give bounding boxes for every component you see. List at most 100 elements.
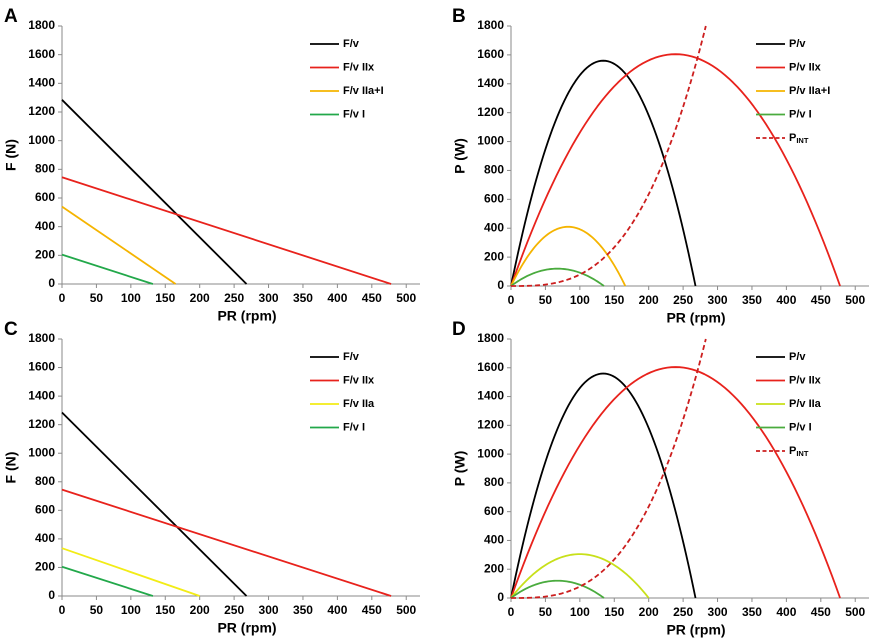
y-tick-label: 1000 — [28, 445, 55, 459]
x-tick-label: 0 — [508, 293, 515, 307]
legend-label: F/v I — [343, 108, 365, 120]
y-tick-label: 800 — [35, 474, 55, 488]
series-line — [511, 338, 707, 599]
legend-label: P/v — [789, 38, 806, 50]
panel-label: C — [4, 319, 18, 340]
x-tick-label: 500 — [845, 605, 865, 619]
y-tick-label: 1400 — [28, 388, 55, 402]
x-tick-label: 500 — [396, 291, 416, 305]
x-tick-label: 500 — [396, 603, 416, 617]
y-axis-title: P (W) — [452, 451, 468, 487]
series-line — [510, 225, 627, 287]
x-tick-label: 0 — [59, 603, 66, 617]
x-axis-title: PR (rpm) — [217, 620, 276, 636]
y-tick-label: 200 — [35, 248, 55, 262]
y-tick-label: 400 — [484, 220, 504, 234]
x-tick-label: 200 — [190, 603, 210, 617]
x-tick-label: 50 — [539, 293, 553, 307]
y-tick-label: 1800 — [28, 331, 55, 345]
legend-label: P/v IIx — [789, 374, 822, 386]
y-tick-label: 1600 — [477, 360, 504, 374]
x-tick-label: 350 — [293, 603, 313, 617]
series-line — [61, 547, 200, 597]
x-axis-title: PR (rpm) — [666, 622, 725, 638]
y-tick-label: 600 — [484, 192, 504, 206]
y-tick-label: 800 — [484, 475, 504, 489]
x-tick-label: 350 — [293, 291, 313, 305]
y-tick-label: 200 — [484, 561, 504, 575]
x-tick-label: 50 — [90, 291, 104, 305]
x-tick-label: 200 — [639, 605, 659, 619]
y-tick-label: 800 — [35, 162, 55, 176]
y-tick-label: 400 — [35, 531, 55, 545]
y-tick-label: 1400 — [477, 76, 504, 90]
chart-a: A 0 200 400 600 800 1000 1200 1400 1600 1800 0 50 100… — [3, 6, 420, 324]
y-tick-label: 1800 — [477, 331, 504, 345]
y-tick-label: 600 — [35, 190, 55, 204]
x-tick-label: 300 — [259, 291, 279, 305]
y-tick-label: 400 — [35, 219, 55, 233]
x-tick-label: 450 — [811, 293, 831, 307]
y-tick-label: 1000 — [28, 133, 55, 147]
x-tick-label: 100 — [121, 291, 141, 305]
series-line — [61, 253, 154, 285]
y-tick-label: 1200 — [28, 104, 55, 118]
x-tick-label: 150 — [604, 605, 624, 619]
legend-label: P/v I — [789, 108, 812, 120]
x-axis-title: PR (rpm) — [217, 308, 276, 324]
series-line — [61, 176, 392, 285]
series-line — [61, 411, 248, 597]
series-line — [510, 59, 697, 287]
series-line — [510, 267, 605, 287]
series-line — [61, 565, 154, 597]
chart-c: C 0 200 400 600 800 1000 1200 1400 1600 1800 0 50 100… — [3, 319, 420, 636]
chart-b: B 0 200 400 600 800 1000 1200 1400 1600 1800 0 50 100… — [452, 6, 869, 326]
x-tick-label: 450 — [362, 603, 382, 617]
x-tick-label: 350 — [742, 293, 762, 307]
x-tick-label: 100 — [570, 293, 590, 307]
x-tick-label: 300 — [708, 293, 728, 307]
y-tick-label: 1800 — [28, 18, 55, 32]
x-tick-label: 300 — [259, 603, 279, 617]
series-line — [510, 366, 841, 599]
panel-label: B — [452, 6, 466, 27]
y-tick-label: 0 — [497, 590, 504, 604]
x-tick-label: 50 — [539, 605, 553, 619]
x-tick-label: 400 — [776, 293, 796, 307]
x-tick-label: 250 — [224, 291, 244, 305]
legend-label: F/v — [343, 38, 360, 50]
legend-label: P/v IIx — [789, 61, 822, 73]
y-tick-label: 200 — [484, 249, 504, 263]
legend-label: P/v IIa — [789, 398, 822, 410]
x-tick-label: 100 — [570, 605, 590, 619]
legend-label: P/v IIa+I — [789, 85, 830, 97]
y-tick-label: 400 — [484, 533, 504, 547]
x-tick-label: 250 — [673, 605, 693, 619]
x-tick-label: 150 — [155, 603, 175, 617]
y-tick-label: 0 — [497, 278, 504, 292]
y-tick-label: 800 — [484, 163, 504, 177]
x-axis-title: PR (rpm) — [666, 310, 725, 326]
x-tick-label: 350 — [742, 605, 762, 619]
x-tick-label: 300 — [708, 605, 728, 619]
series-line — [510, 53, 841, 287]
x-tick-label: 0 — [59, 291, 66, 305]
x-tick-label: 0 — [508, 605, 515, 619]
x-tick-label: 450 — [811, 605, 831, 619]
y-tick-label: 1800 — [477, 18, 504, 32]
y-axis-title: P (W) — [452, 138, 468, 174]
y-tick-label: 1400 — [477, 389, 504, 403]
y-tick-label: 1200 — [28, 417, 55, 431]
x-tick-label: 50 — [90, 603, 104, 617]
legend-label: P/v — [789, 351, 806, 363]
y-tick-label: 1600 — [28, 47, 55, 61]
legend-label: F/v I — [343, 421, 365, 433]
series-line — [61, 488, 392, 597]
y-tick-label: 1200 — [477, 418, 504, 432]
series-line — [61, 99, 248, 285]
x-tick-label: 400 — [327, 291, 347, 305]
y-tick-label: 600 — [35, 503, 55, 517]
legend-label: P/v I — [789, 421, 812, 433]
x-tick-label: 450 — [362, 291, 382, 305]
